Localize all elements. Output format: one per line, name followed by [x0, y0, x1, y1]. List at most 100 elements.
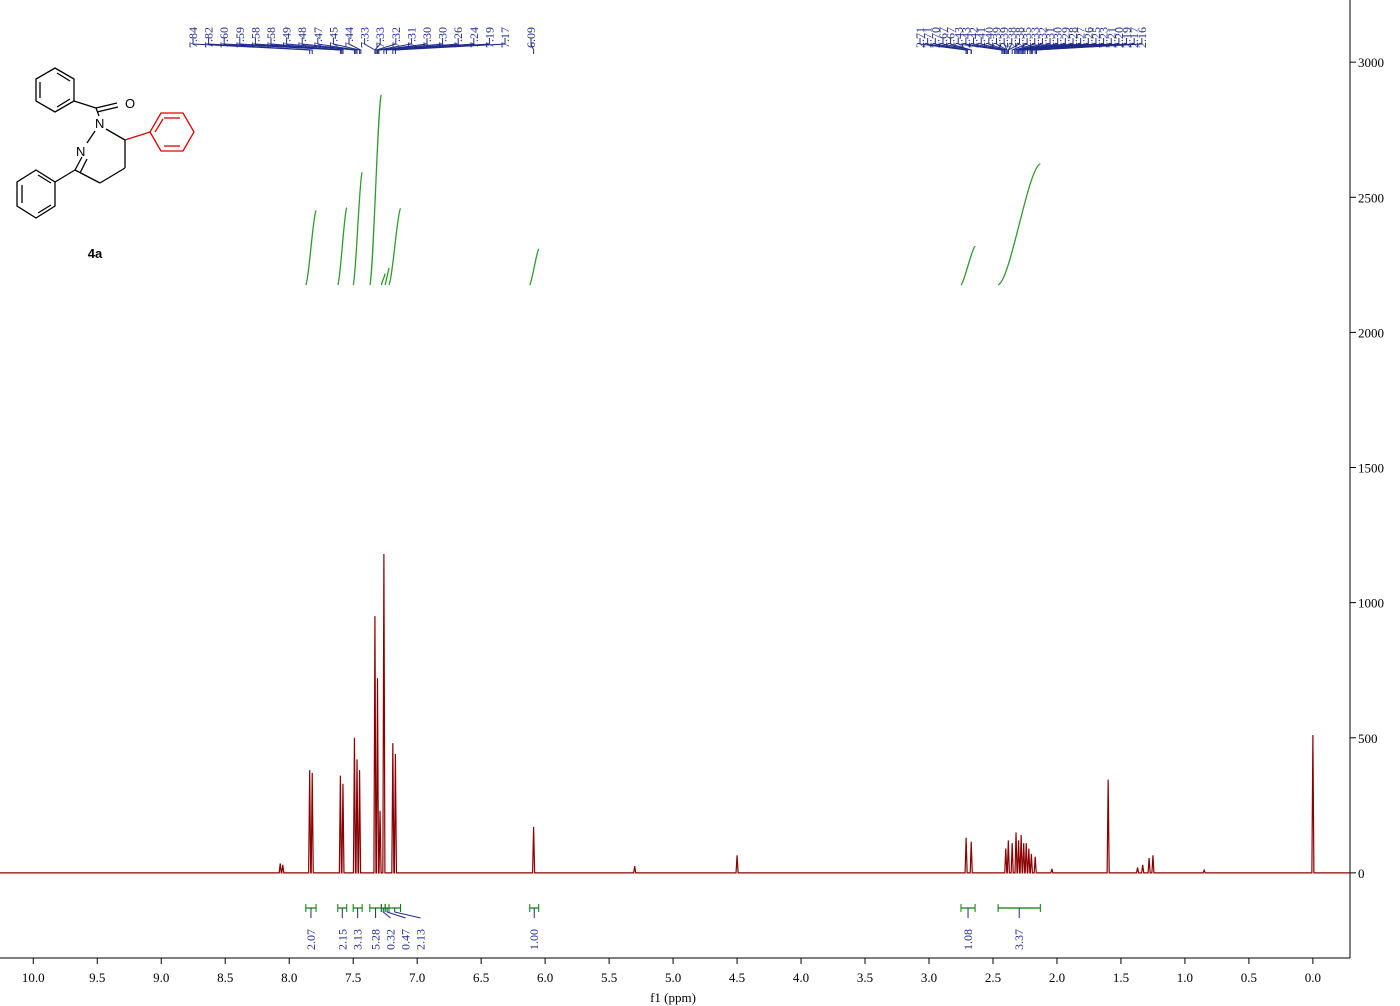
bond	[56, 72, 71, 82]
y-tick-label: 0	[1358, 866, 1365, 881]
peak-label: 7.30	[436, 27, 450, 48]
peak-label: 2.27	[1074, 27, 1088, 48]
x-tick-label: 2.5	[985, 970, 1001, 985]
x-axis-title: f1 (ppm)	[650, 990, 696, 1005]
peak-label: 7.58	[264, 27, 278, 48]
peak-label: 7.32	[389, 27, 403, 48]
peak-leader	[301, 38, 357, 54]
peak-label: 7.49	[280, 27, 294, 48]
x-tick-label: 7.5	[345, 970, 361, 985]
peak-label: 2.41	[974, 27, 988, 48]
peak-label: 2.25	[1089, 27, 1103, 48]
integral-label: 2.13	[414, 929, 428, 950]
peak-leader	[965, 38, 1003, 54]
peak-leader	[1019, 38, 1066, 54]
peak-leader	[973, 38, 1004, 54]
peak-leader	[1011, 38, 1028, 54]
peak-label: 2.67	[936, 27, 950, 48]
peak-label: 2.35	[1020, 27, 1034, 48]
integral-label: 3.37	[1012, 929, 1026, 950]
peak-leader	[376, 38, 412, 54]
peak-leader	[348, 38, 362, 54]
peak-label: 2.21	[1104, 27, 1118, 48]
peak-leader	[378, 38, 444, 54]
integral-curve	[337, 207, 348, 286]
bond	[79, 158, 88, 174]
peak-leader	[980, 38, 1006, 54]
integral-leader	[394, 908, 421, 919]
integral-leader	[386, 908, 406, 919]
bond	[154, 118, 164, 133]
x-tick-label: 0.0	[1305, 970, 1321, 985]
peak-label: 2.33	[1028, 27, 1042, 48]
atom-label: O	[125, 96, 135, 111]
spectrum-line	[0, 553, 1350, 874]
peak-label: 2.67	[944, 27, 958, 48]
peak-leader	[192, 38, 311, 54]
integral-label: 5.28	[369, 929, 383, 950]
peak-leader	[375, 38, 397, 54]
peak-label: 2.71	[913, 27, 927, 48]
peak-label: 7.31	[404, 27, 418, 48]
bond	[73, 100, 97, 109]
peak-label: 7.44	[342, 27, 356, 48]
x-tick-label: 8.5	[217, 970, 233, 985]
bond	[56, 98, 71, 108]
peak-label: 7.84	[186, 27, 200, 48]
benzoyl-ring	[35, 67, 75, 113]
integral-curve	[369, 94, 382, 286]
peak-leader	[1003, 38, 1008, 54]
peak-label: 2.20	[1112, 27, 1126, 48]
integral-curve	[388, 207, 402, 286]
peak-label: 2.39	[990, 27, 1004, 48]
x-tick-label: 10.0	[22, 970, 45, 985]
compound-label: 4a	[88, 246, 103, 261]
bond	[124, 131, 151, 141]
peak-leader	[394, 38, 506, 54]
peak-label: 7.30	[420, 27, 434, 48]
x-tick-label: 8.0	[281, 970, 297, 985]
x-tick-label: 5.0	[665, 970, 681, 985]
y-tick-label: 2500	[1358, 190, 1384, 205]
peak-label: 7.19	[482, 27, 496, 48]
peak-label: 2.23	[1097, 27, 1111, 48]
phenyl-ring-red	[149, 112, 195, 152]
peak-label: 2.31	[1043, 27, 1057, 48]
atom-label: N	[76, 144, 85, 159]
peak-leader	[383, 38, 459, 54]
integral-label: 0.32	[384, 929, 398, 950]
x-tick-label: 4.5	[729, 970, 745, 985]
integral-leader	[382, 908, 391, 919]
y-tick-label: 1500	[1358, 461, 1384, 476]
integral-label: 2.07	[304, 929, 318, 950]
peak-label: 7.82	[202, 27, 216, 48]
integral-curve	[529, 248, 540, 286]
bond	[86, 130, 96, 144]
peak-label: 2.38	[1005, 27, 1019, 48]
peak-label: 7.17	[498, 27, 512, 48]
integral-label: 2.15	[335, 929, 349, 950]
peak-label: 6.09	[524, 27, 538, 48]
x-tick-label: 5.5	[601, 970, 617, 985]
peak-label: 2.17	[1127, 27, 1141, 48]
bond	[74, 156, 83, 171]
peak-label: 7.47	[311, 27, 325, 48]
bond	[54, 169, 76, 183]
x-tick-label: 1.0	[1177, 970, 1193, 985]
y-tick-label: 1000	[1358, 596, 1384, 611]
bond	[95, 102, 118, 109]
integral-curve	[380, 273, 386, 286]
peak-leader	[385, 38, 475, 54]
bond	[99, 167, 126, 184]
integral-label: 1.08	[961, 929, 975, 950]
atom-label: N	[95, 116, 104, 131]
bond	[37, 204, 52, 214]
peak-label: 2.39	[997, 27, 1011, 48]
x-tick-label: 3.0	[921, 970, 937, 985]
integral-curve	[352, 172, 363, 286]
integral-curve	[997, 163, 1041, 286]
x-tick-label: 4.0	[793, 970, 809, 985]
x-tick-label: 7.0	[409, 970, 425, 985]
peak-leader	[1014, 38, 1036, 54]
